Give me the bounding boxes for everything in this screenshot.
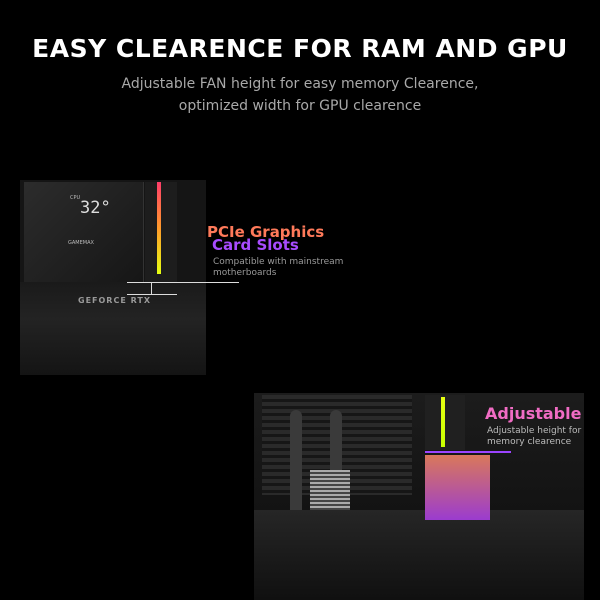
subtitle-line-1: Adjustable FAN height for easy memory Cl… — [121, 76, 479, 92]
subtitle-line-2: optimized width for GPU clearence — [178, 98, 422, 114]
gpu-label: GEFORCE RTX — [78, 296, 152, 305]
heatpipe — [290, 410, 302, 520]
clearance-marker — [151, 282, 152, 294]
fan-side — [145, 182, 177, 282]
clearance-marker-base — [127, 294, 177, 295]
page-title: EASY CLEARENCE FOR RAM AND GPU — [32, 34, 568, 63]
ram-caption: Adjustable height for memory clearence — [487, 426, 582, 447]
gpu-heading-line-2: Card Slots — [212, 236, 299, 254]
gpu-heading-line-1: PCIe Graphics — [207, 223, 325, 241]
mounting-spring — [310, 470, 350, 510]
motherboard — [254, 510, 584, 600]
display-brand-logo: GAMEMAX — [68, 240, 94, 246]
clearance-line — [127, 282, 239, 283]
fan-side — [425, 395, 465, 450]
ram-heading: Adjustable — [485, 404, 582, 423]
rgb-strip — [157, 182, 161, 274]
ram-module-highlight — [425, 455, 490, 520]
height-indicator-line — [425, 451, 511, 453]
display-temperature: 32° — [80, 198, 111, 218]
gpu-caption: Compatible with mainstream motherboards — [213, 257, 344, 278]
rgb-strip — [441, 397, 445, 447]
graphics-card — [20, 282, 206, 375]
display-cpu-label: CPU — [70, 195, 81, 201]
